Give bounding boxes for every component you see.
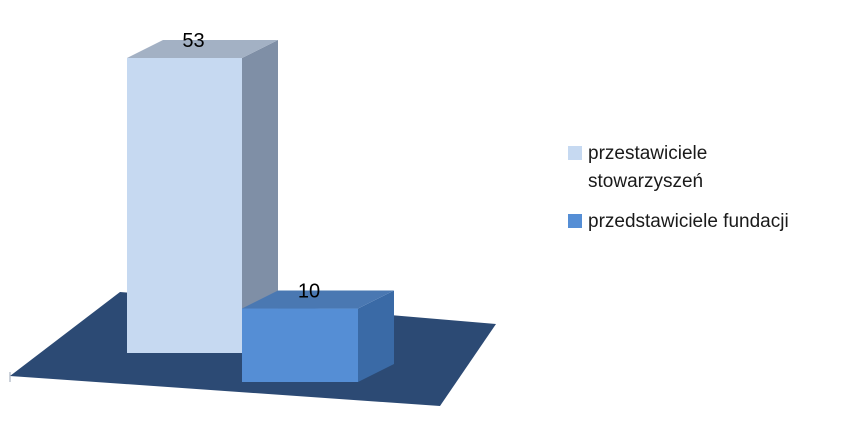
data-label-fundacji: 10	[298, 281, 320, 303]
data-label-stowarzyszen: 53	[182, 30, 204, 52]
legend-label-fundacji: przedstawiciele fundacji	[588, 211, 789, 232]
legend: przestawiciele stowarzyszeń przedstawici…	[568, 140, 848, 248]
bar-side-stowarzyszen	[242, 40, 278, 353]
legend-item-stowarzyszen: przestawiciele stowarzyszeń	[568, 140, 848, 196]
bar-front-fundacji	[242, 308, 358, 382]
bar-fundacji	[242, 290, 394, 382]
legend-label-line1: przestawiciele	[588, 143, 708, 164]
bar-top-stowarzyszen	[127, 40, 278, 58]
bar-side-fundacji	[358, 290, 394, 382]
legend-item-fundacji: przedstawiciele fundacji	[568, 208, 848, 236]
bar-stowarzyszen	[127, 40, 278, 353]
legend-label-line2: stowarzyszeń	[588, 171, 704, 192]
legend-swatch-fundacji	[568, 214, 582, 228]
legend-label-stowarzyszen: przestawiciele stowarzyszeń	[588, 140, 707, 196]
bar-top-fundacji	[242, 290, 394, 309]
legend-swatch-stowarzyszen	[568, 146, 582, 160]
bar-front-stowarzyszen	[127, 58, 242, 353]
